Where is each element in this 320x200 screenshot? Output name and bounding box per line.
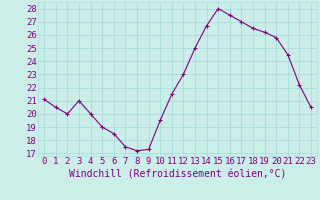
X-axis label: Windchill (Refroidissement éolien,°C): Windchill (Refroidissement éolien,°C) [69, 169, 286, 179]
